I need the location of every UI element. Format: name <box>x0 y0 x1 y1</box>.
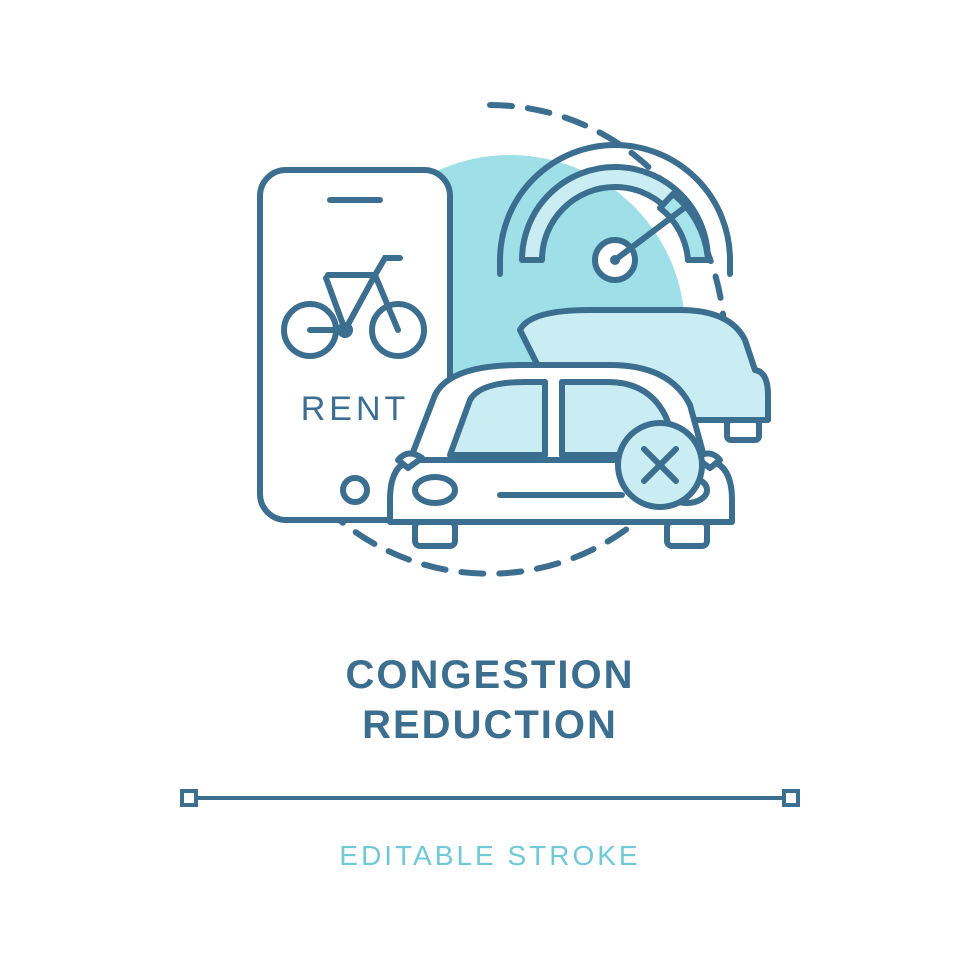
infographic-canvas: RENT <box>0 0 980 980</box>
title-line-2: REDUCTION <box>346 700 635 750</box>
concept-icon: RENT <box>190 60 790 620</box>
divider-endcap-right <box>784 791 798 805</box>
subtitle: EDITABLE STROKE <box>339 840 640 872</box>
divider <box>180 788 800 808</box>
close-icon <box>618 423 702 507</box>
concept-title: CONGESTION REDUCTION <box>346 650 635 750</box>
divider-endcap-left <box>182 791 196 805</box>
phone-label: RENT <box>301 390 410 428</box>
title-line-1: CONGESTION <box>346 650 635 700</box>
